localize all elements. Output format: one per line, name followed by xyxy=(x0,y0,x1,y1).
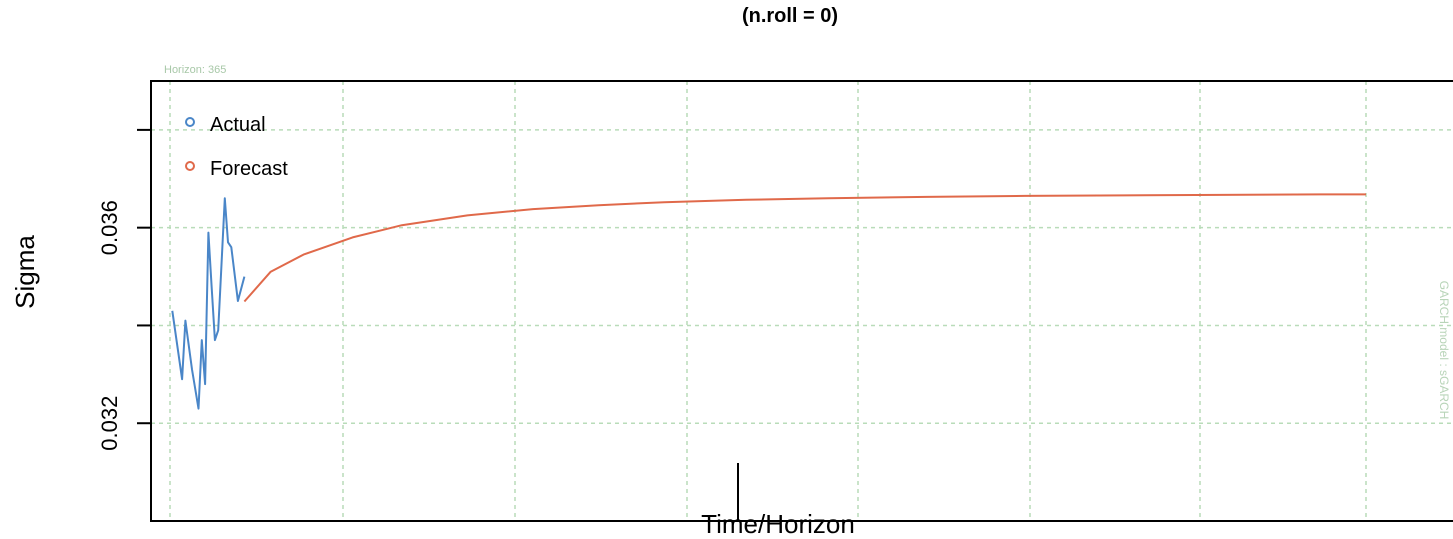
series-line-forecast xyxy=(243,193,1366,303)
grid xyxy=(151,81,1453,521)
horizon-note: Horizon: 365 xyxy=(164,64,226,76)
series-line-actual xyxy=(171,197,246,410)
x-axis-label: Time/Horizon xyxy=(701,509,855,539)
series-layer xyxy=(171,193,1366,410)
y-axis: 0.032 0.036 xyxy=(97,128,151,451)
legend-label-actual: Actual xyxy=(210,114,266,136)
y-tick-label: 0.036 xyxy=(97,200,122,255)
legend-marker-forecast xyxy=(185,161,195,171)
legend: Actual Forecast xyxy=(185,114,288,180)
legend-marker-actual xyxy=(185,117,195,127)
plot-frame xyxy=(150,80,1453,522)
model-note: GARCH model : sGARCH xyxy=(1437,281,1451,420)
legend-label-forecast: Forecast xyxy=(210,158,288,180)
y-tick-label: 0.032 xyxy=(97,396,122,451)
chart-title: (n.roll = 0) xyxy=(742,5,838,27)
y-axis-label: Sigma xyxy=(10,235,40,309)
